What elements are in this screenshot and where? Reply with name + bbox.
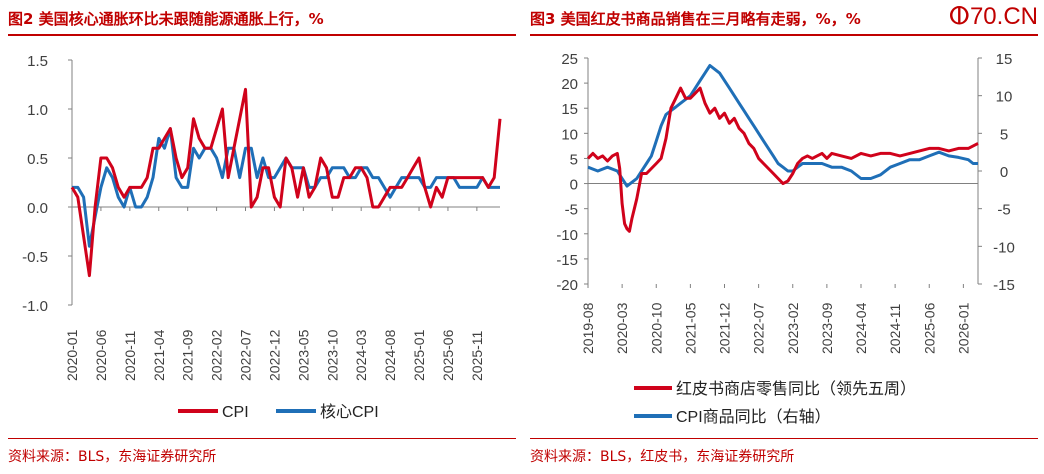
y2-tick-label: -15 bbox=[993, 277, 1015, 294]
y-tick-label: 15 bbox=[561, 101, 578, 118]
y2-tick-label: -5 bbox=[997, 202, 1010, 219]
cpi-line-chart: 1.5 1.0 0.5 0.0 -0.5 -1.0 2020-01 2020-06 2020-1… bbox=[22, 53, 502, 421]
y-tick-label: -10 bbox=[556, 227, 578, 244]
x-tick-label: 2020-06 bbox=[93, 329, 109, 381]
x-tick-label: 2021-09 bbox=[180, 329, 196, 381]
series-line-redbook bbox=[586, 86, 979, 233]
y-tick-label: 5 bbox=[570, 151, 578, 168]
legend-label-cpi-goods: CPI商品同比（右轴） bbox=[676, 408, 831, 426]
x-tick-label: 2023-05 bbox=[295, 329, 311, 381]
y2-tick-label: 15 bbox=[996, 51, 1013, 68]
x-tick-label: 2021-05 bbox=[682, 302, 698, 354]
y-tick-label: 0 bbox=[570, 177, 578, 194]
x-tick-label: 2020-03 bbox=[614, 302, 630, 354]
x-tick-label: 2021-04 bbox=[151, 329, 167, 381]
y2-tick-label: 10 bbox=[996, 89, 1013, 106]
y-tick-label: -1.0 bbox=[22, 298, 48, 315]
chart-source: 资料来源：BLS，红皮书，东海证券研究所 bbox=[530, 449, 795, 465]
x-tick-label: 2022-02 bbox=[209, 329, 225, 381]
x-tick-label: 2022-12 bbox=[266, 329, 282, 381]
x-tick-label: 2023-02 bbox=[785, 302, 801, 354]
x-tick-label: 2024-03 bbox=[353, 329, 369, 381]
chart-title: 图3 美国红皮书商品销售在三月略有走弱，%，% bbox=[530, 10, 861, 28]
y-tick-label: 0.5 bbox=[27, 151, 48, 168]
x-tick-label: 2024-04 bbox=[853, 302, 869, 354]
x-tick-label: 2025-06 bbox=[921, 302, 937, 354]
x-tick-label: 2022-07 bbox=[238, 329, 254, 381]
x-tick-label: 2020-01 bbox=[64, 329, 80, 381]
x-tick-label: 2020-11 bbox=[122, 330, 138, 381]
legend-label-cpi: CPI bbox=[222, 404, 249, 421]
legend-label-redbook: 红皮书商店零售同比（领先五周） bbox=[676, 380, 916, 398]
chart-panel-redbook: 图3 美国红皮书商品销售在三月略有走弱，%，% ⵀ70.CN 25 20 15 10 5… bbox=[522, 0, 1044, 474]
series-line-cpi-goods bbox=[587, 64, 978, 188]
x-tick-label: 2024-08 bbox=[382, 329, 398, 381]
y-tick-label: -15 bbox=[556, 252, 578, 269]
x-tick-label: 2025-01 bbox=[411, 329, 427, 381]
y2-tick-label: 5 bbox=[1000, 126, 1008, 143]
source-rule bbox=[8, 438, 516, 439]
title-underline bbox=[530, 34, 1038, 36]
source-rule bbox=[530, 438, 1038, 439]
redbook-line-chart: 25 20 15 10 5 0 -5 -10 -15 -20 15 10 5 0 -5 -10 -15 2019-… bbox=[556, 51, 1015, 426]
y-tick-label: -0.5 bbox=[22, 249, 48, 266]
chart-source: 资料来源：BLS，东海证券研究所 bbox=[8, 449, 217, 465]
x-tick-label: 2025-06 bbox=[440, 329, 456, 381]
x-tick-label: 2023-09 bbox=[819, 302, 835, 354]
chart-panel-cpi: 图2 美国核心通胀环比未跟随能源通胀上行，% 1.5 1.0 0.5 0.0 -0.5 -… bbox=[8, 10, 516, 465]
y-tick-label: 1.0 bbox=[27, 102, 48, 119]
x-tick-label: 2020-10 bbox=[648, 302, 664, 354]
y-tick-label: -20 bbox=[556, 277, 578, 294]
y-tick-label: 20 bbox=[561, 76, 578, 93]
chart-title: 图2 美国核心通胀环比未跟随能源通胀上行，% bbox=[8, 10, 324, 28]
x-tick-label: 2019-08 bbox=[580, 302, 596, 354]
y-tick-label: 25 bbox=[561, 51, 578, 68]
series-line-cpi bbox=[70, 87, 502, 278]
y-tick-label: 1.5 bbox=[27, 53, 48, 70]
x-tick-label: 2023-10 bbox=[324, 329, 340, 381]
y-tick-label: 0.0 bbox=[27, 200, 48, 217]
x-tick-label: 2021-12 bbox=[717, 302, 733, 354]
legend-label-core-cpi: 核心CPI bbox=[320, 403, 379, 421]
x-tick-label: 2024-11 bbox=[887, 303, 903, 354]
x-tick-label: 2026-01 bbox=[955, 302, 971, 354]
x-tick-label: 2022-07 bbox=[751, 302, 767, 354]
y2-tick-label: -10 bbox=[993, 239, 1015, 256]
title-underline bbox=[8, 34, 516, 36]
y2-tick-label: 0 bbox=[1000, 164, 1008, 181]
y-tick-label: -5 bbox=[565, 202, 578, 219]
y-tick-label: 10 bbox=[561, 126, 578, 143]
x-tick-label: 2025-11 bbox=[469, 330, 485, 381]
watermark: ⵀ70.CN bbox=[948, 3, 1038, 30]
